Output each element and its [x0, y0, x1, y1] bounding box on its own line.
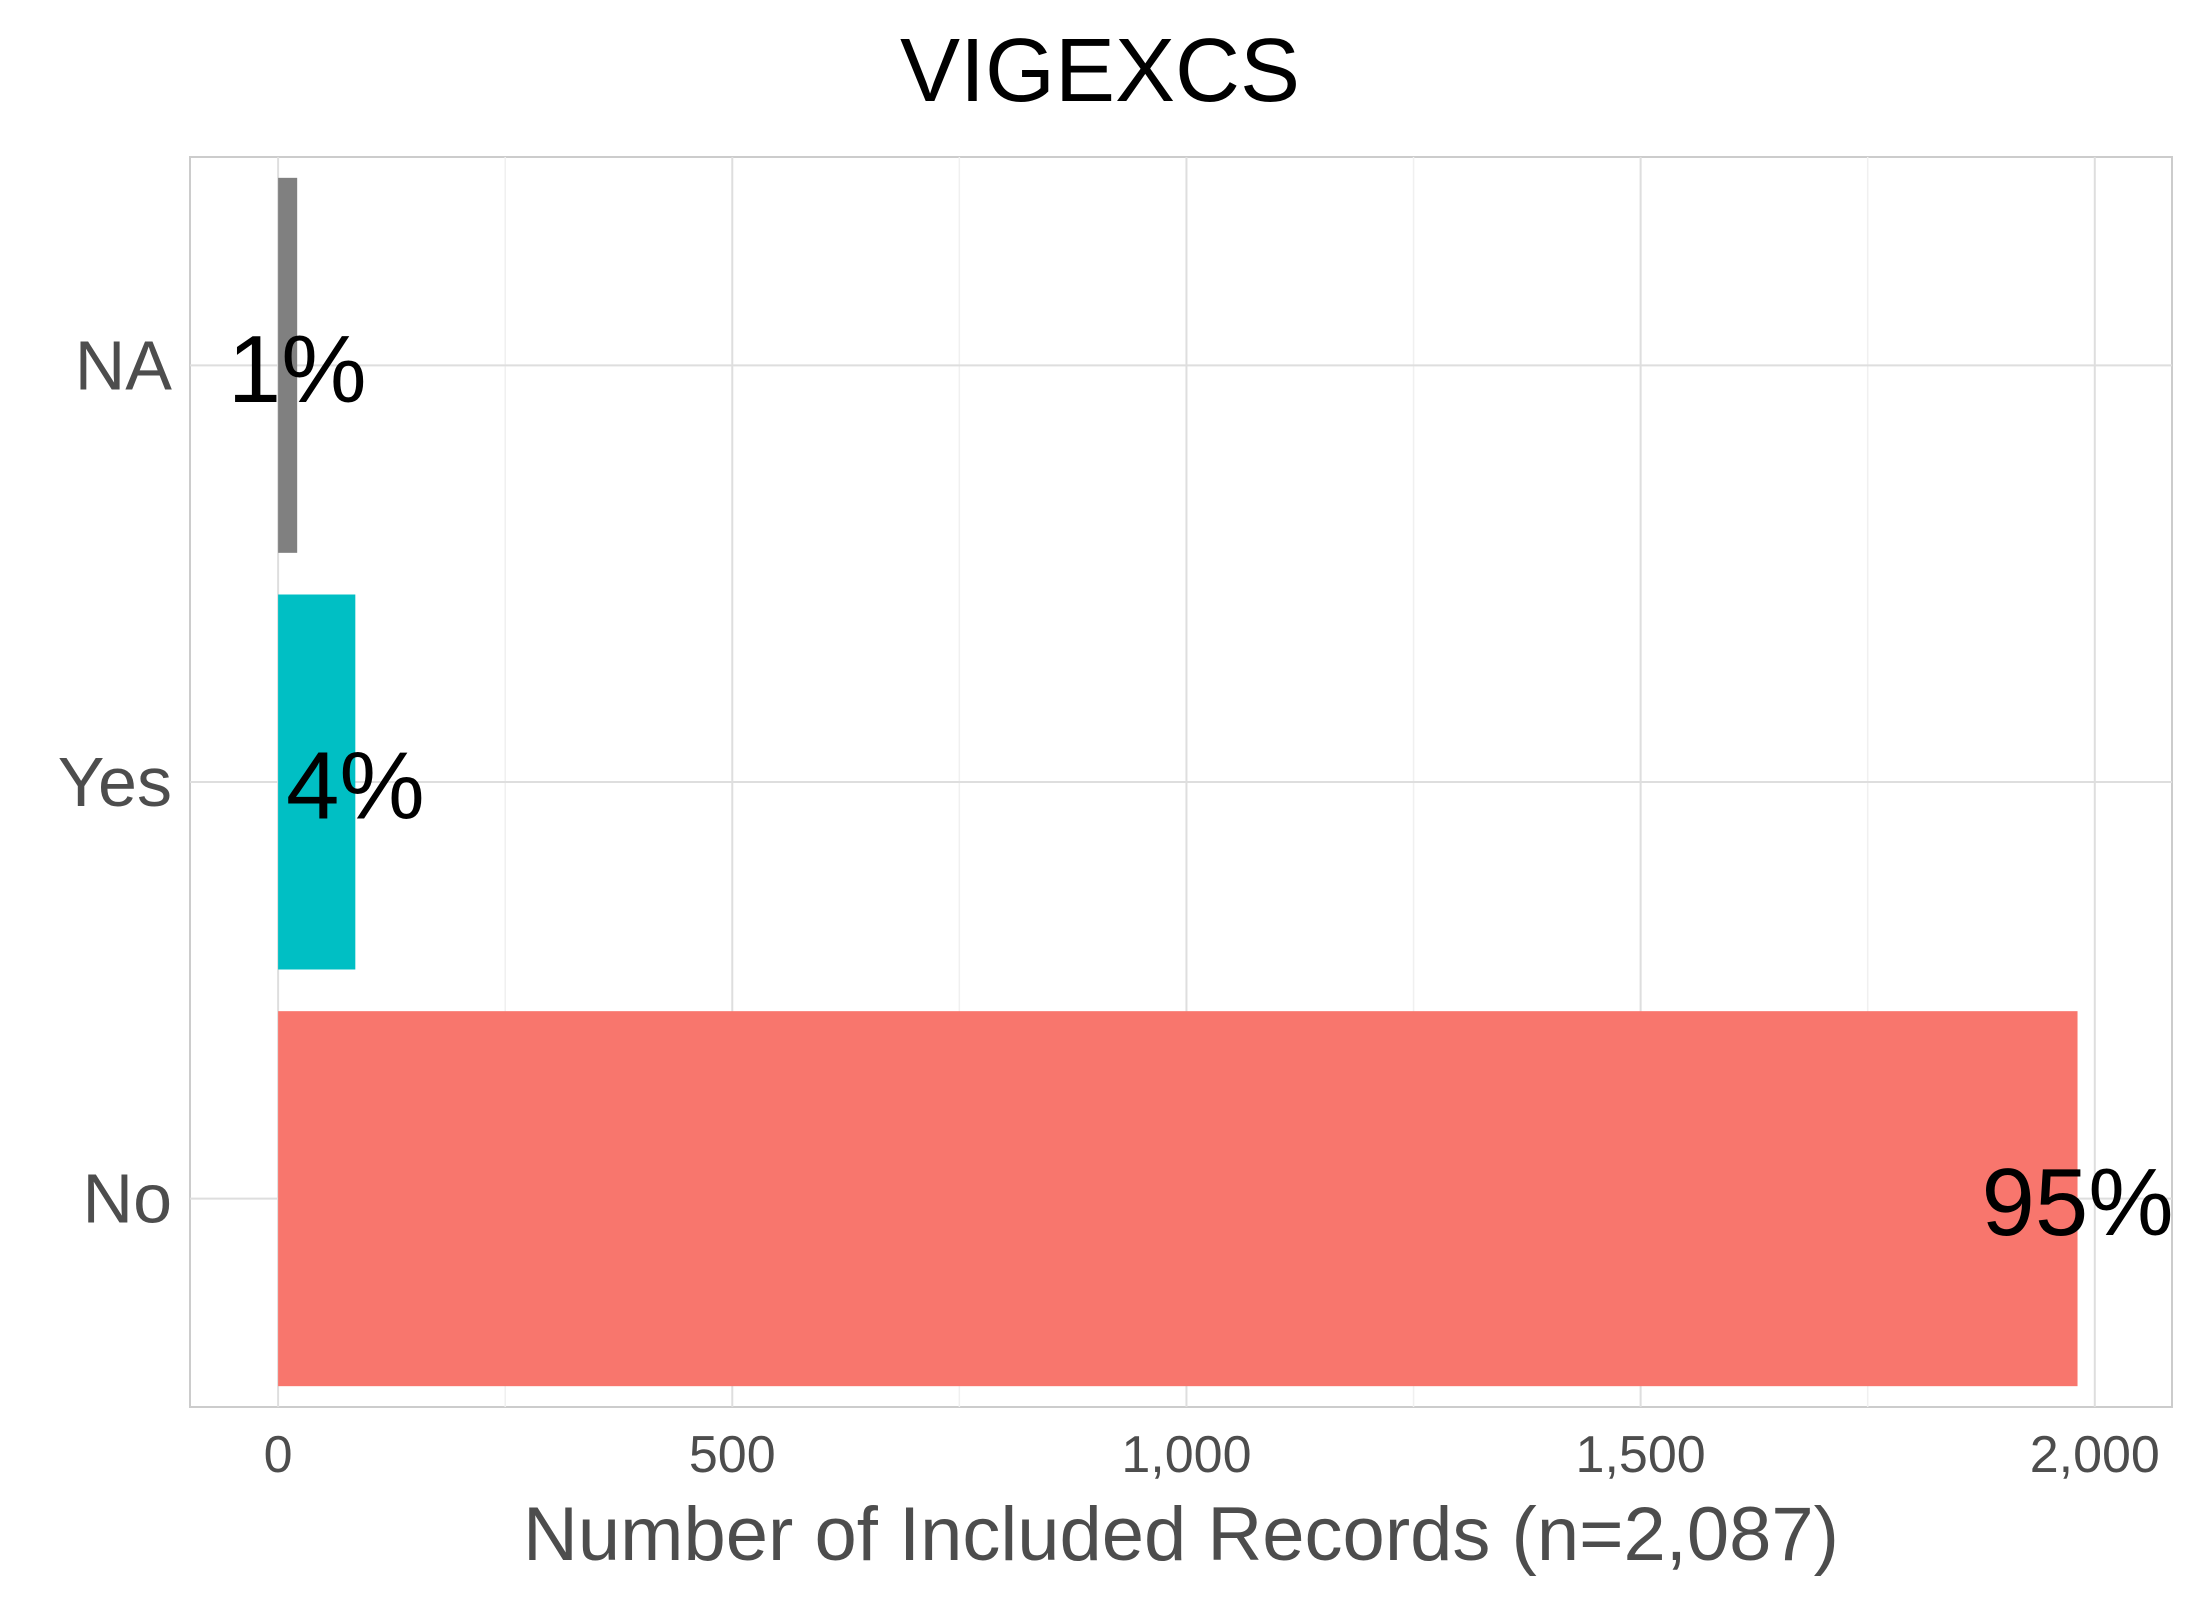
data-labels: 95% 4% 1%	[228, 316, 2174, 1256]
chart-title: VIGEXCS	[899, 21, 1301, 121]
bar-no	[278, 1011, 2078, 1387]
y-tick-label: Yes	[58, 743, 172, 821]
data-label: 4%	[286, 733, 425, 840]
y-tick-label: No	[83, 1160, 172, 1238]
x-tick-label: 1,000	[1121, 1426, 1251, 1484]
bars	[278, 177, 2078, 1387]
x-tick-label: 500	[689, 1426, 776, 1484]
bar-yes	[278, 594, 356, 970]
data-label: 95%	[1981, 1149, 2173, 1256]
x-axis-label: Number of Included Records (n=2,087)	[523, 1492, 1839, 1577]
data-label: 1%	[228, 316, 367, 423]
x-tick-label: 2,000	[2030, 1426, 2160, 1484]
y-tick-label: NA	[75, 326, 173, 404]
x-tick-labels: 0 500 1,000 1,500 2,000	[264, 1426, 2160, 1484]
x-tick-label: 0	[264, 1426, 293, 1484]
x-tick-label: 1,500	[1576, 1426, 1706, 1484]
y-tick-labels: No Yes NA	[58, 326, 173, 1237]
bar-na	[278, 177, 298, 553]
